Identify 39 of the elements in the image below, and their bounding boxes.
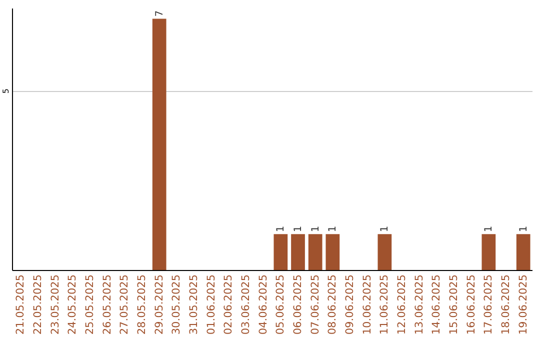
x-tick-label: 05.06.2025 (274, 274, 287, 335)
data-label: 1 (293, 226, 304, 232)
data-label: 1 (518, 226, 530, 232)
y-tick-label: 5 (2, 88, 10, 94)
x-tick-label: 07.06.2025 (309, 274, 322, 335)
x-tick-label: 17.06.2025 (482, 274, 495, 335)
data-label: 1 (310, 226, 322, 232)
x-tick-label: 10.06.2025 (361, 274, 374, 335)
x-tick-label: 31.05.2025 (188, 274, 200, 335)
x-tick-label: 18.06.2025 (500, 274, 512, 335)
x-tick-label: 15.06.2025 (448, 274, 460, 335)
x-tick-label: 11.06.2025 (378, 274, 391, 335)
data-label: 7 (154, 10, 166, 17)
x-tick-label: 25.05.2025 (84, 274, 96, 335)
x-tick-label: 29.05.2025 (153, 274, 166, 335)
x-tick-label: 16.06.2025 (465, 274, 478, 335)
data-label: 1 (328, 226, 339, 232)
x-tick-label: 14.06.2025 (430, 274, 443, 335)
data-label: 1 (484, 226, 495, 232)
x-tick-label: 26.05.2025 (101, 274, 114, 335)
x-tick-label: 06.06.2025 (292, 274, 304, 335)
x-tick-label: 30.05.2025 (170, 274, 183, 335)
x-tick-label: 23.05.2025 (49, 274, 62, 335)
x-tick-label: 22.05.2025 (32, 274, 44, 335)
x-tick-label: 09.06.2025 (344, 274, 356, 335)
x-tick-label: 27.05.2025 (118, 274, 131, 335)
data-label: 1 (276, 226, 287, 232)
x-tick-label: 13.06.2025 (413, 274, 426, 335)
x-tick-label: 28.05.2025 (136, 274, 148, 335)
x-tick-label: 03.06.2025 (240, 274, 252, 335)
data-label: 1 (380, 226, 391, 232)
x-tick-label: 24.05.2025 (66, 274, 79, 335)
x-tick-label: 19.06.2025 (517, 274, 530, 335)
x-tick-label: 21.05.2025 (14, 274, 27, 335)
x-tick-label: 12.06.2025 (396, 274, 408, 335)
x-tick-label: 04.06.2025 (257, 274, 270, 335)
x-tick-label: 08.06.2025 (326, 274, 339, 335)
x-tick-label: 01.06.2025 (205, 274, 218, 335)
x-tick-label: 02.06.2025 (222, 274, 235, 335)
